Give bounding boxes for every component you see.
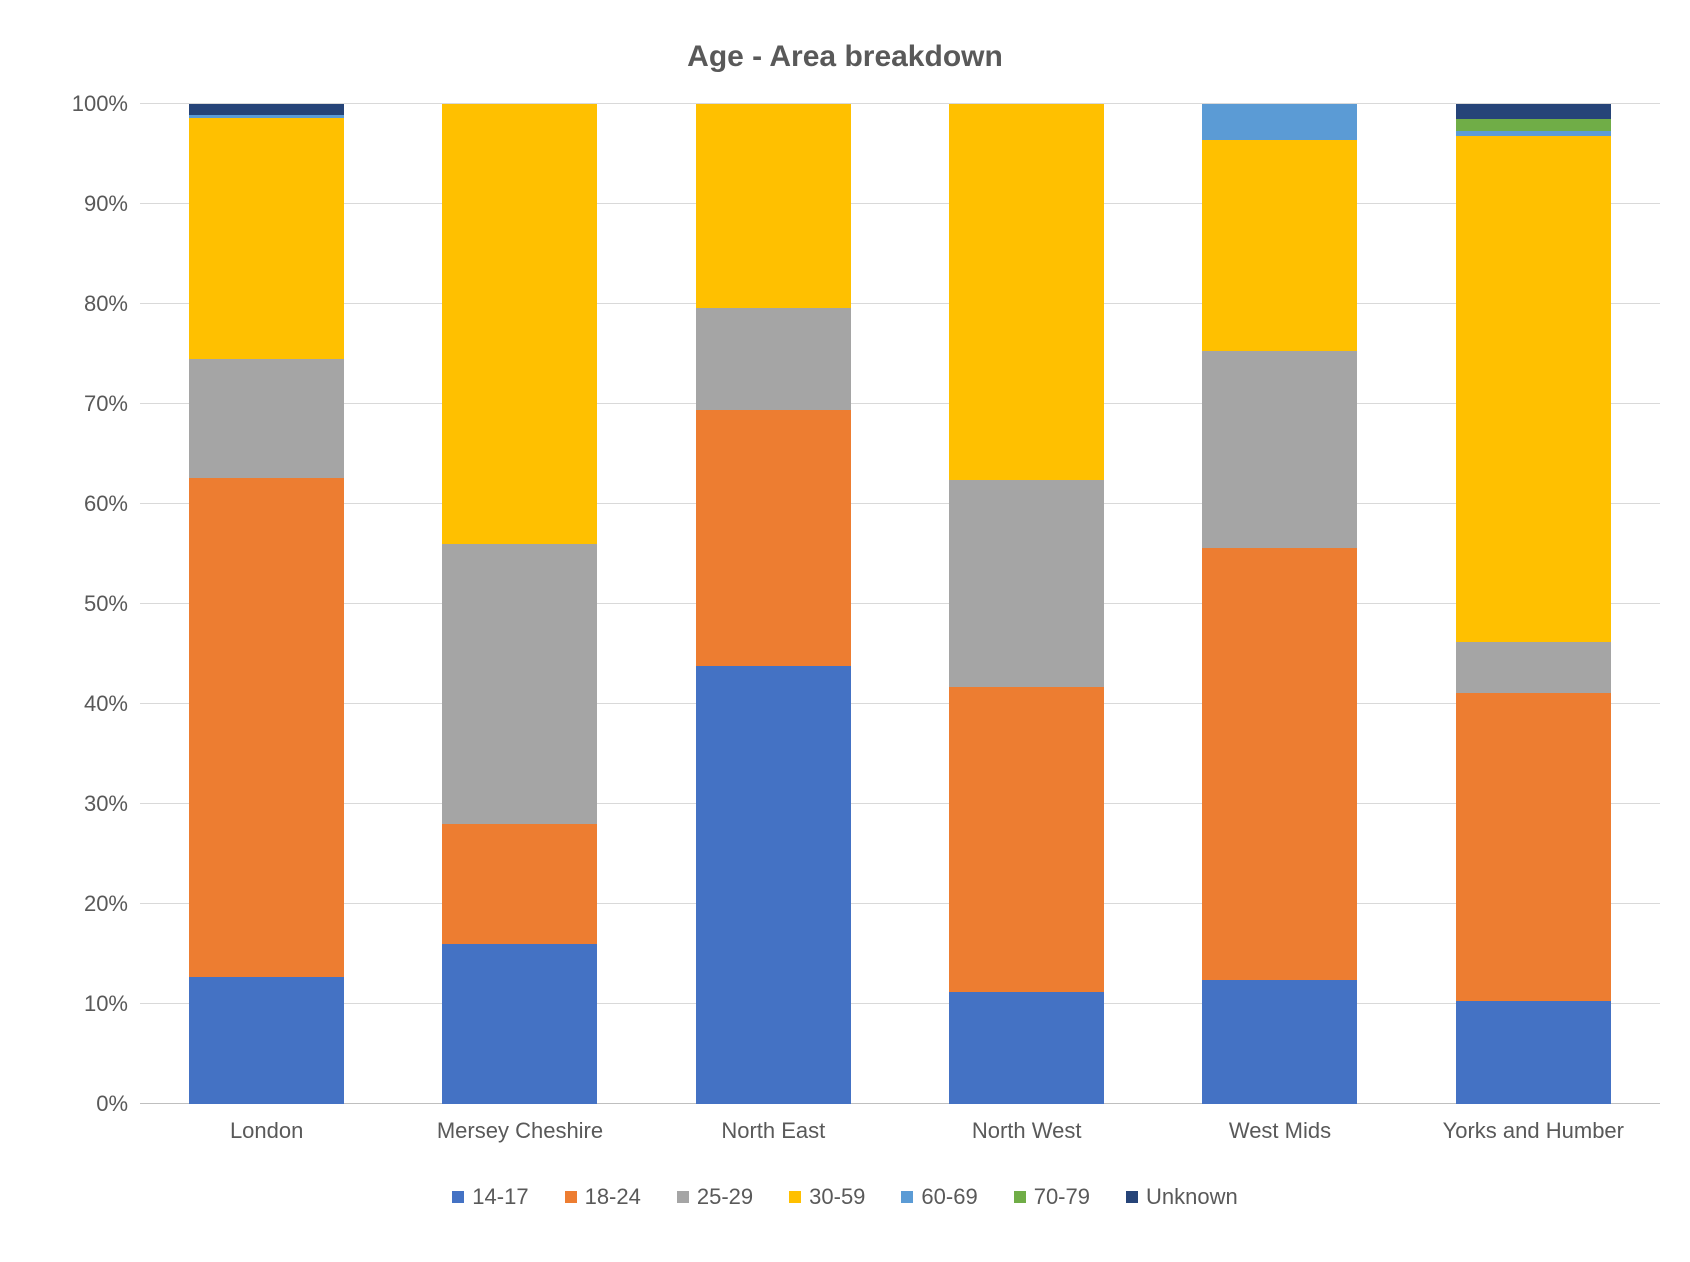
- chart-title: Age - Area breakdown: [40, 40, 1650, 74]
- bars-container: London Mersey Cheshire North East North Wes…: [140, 104, 1660, 1104]
- bar-segment-25-29: [1202, 351, 1357, 548]
- chart-container: Age - Area breakdown 0%10%20%30%40%50%60…: [0, 0, 1690, 1262]
- legend-item: 18-24: [565, 1184, 641, 1210]
- bar-slot: North East: [696, 104, 851, 1104]
- bar-segment-14-17: [1202, 980, 1357, 1104]
- x-tick-label: West Mids: [1150, 1104, 1410, 1144]
- y-tick-label: 50%: [84, 591, 140, 617]
- legend-label: Unknown: [1146, 1184, 1238, 1210]
- bar-slot: London: [189, 104, 344, 1104]
- y-tick-label: 10%: [84, 991, 140, 1017]
- bar-segment-14-17: [949, 992, 1104, 1104]
- y-tick-label: 40%: [84, 691, 140, 717]
- bar-segment-30-59: [1202, 140, 1357, 351]
- bar-segment-14-17: [1456, 1001, 1611, 1104]
- legend: 14-17 18-24 25-29 30-59 60-69 70-79 Unknown: [40, 1184, 1650, 1210]
- y-tick-label: 60%: [84, 491, 140, 517]
- bar-segment-25-29: [442, 544, 597, 824]
- plot-area: 0%10%20%30%40%50%60%70%80%90%100% London…: [140, 104, 1660, 1104]
- bar-segment-18-24: [696, 410, 851, 666]
- stacked-bar: [1456, 104, 1611, 1104]
- legend-label: 18-24: [585, 1184, 641, 1210]
- stacked-bar: [189, 104, 344, 1104]
- bar-segment-60-69: [1202, 104, 1357, 140]
- bar-segment-30-59: [442, 104, 597, 544]
- bar-segment-18-24: [1202, 548, 1357, 980]
- stacked-bar: [1202, 104, 1357, 1104]
- stacked-bar: [949, 104, 1104, 1104]
- legend-label: 14-17: [472, 1184, 528, 1210]
- legend-swatch: [901, 1191, 913, 1203]
- y-tick-label: 70%: [84, 391, 140, 417]
- stacked-bar: [696, 104, 851, 1104]
- legend-item: 14-17: [452, 1184, 528, 1210]
- bar-segment-25-29: [1456, 642, 1611, 693]
- y-tick-label: 90%: [84, 191, 140, 217]
- legend-item: 25-29: [677, 1184, 753, 1210]
- bar-segment-30-59: [949, 104, 1104, 480]
- legend-swatch: [1014, 1191, 1026, 1203]
- legend-swatch: [677, 1191, 689, 1203]
- legend-swatch: [452, 1191, 464, 1203]
- bar-slot: West Mids: [1202, 104, 1357, 1104]
- bar-segment-18-24: [442, 824, 597, 944]
- legend-item: Unknown: [1126, 1184, 1238, 1210]
- y-tick-label: 30%: [84, 791, 140, 817]
- bar-segment-25-29: [189, 359, 344, 478]
- x-tick-label: London: [137, 1104, 397, 1144]
- y-tick-label: 80%: [84, 291, 140, 317]
- bar-segment-unknown: [1456, 104, 1611, 119]
- legend-label: 30-59: [809, 1184, 865, 1210]
- bar-segment-18-24: [949, 687, 1104, 992]
- bar-segment-70-79: [1456, 119, 1611, 131]
- legend-swatch: [789, 1191, 801, 1203]
- legend-item: 30-59: [789, 1184, 865, 1210]
- legend-label: 25-29: [697, 1184, 753, 1210]
- bar-segment-unknown: [189, 104, 344, 115]
- legend-swatch: [1126, 1191, 1138, 1203]
- bar-segment-30-59: [696, 104, 851, 308]
- bar-segment-25-29: [696, 308, 851, 410]
- stacked-bar: [442, 104, 597, 1104]
- bar-slot: North West: [949, 104, 1104, 1104]
- x-tick-label: Yorks and Humber: [1403, 1104, 1663, 1144]
- x-tick-label: Mersey Cheshire: [390, 1104, 650, 1144]
- y-tick-label: 0%: [96, 1091, 140, 1117]
- bar-segment-18-24: [189, 478, 344, 977]
- bar-segment-14-17: [442, 944, 597, 1104]
- legend-label: 70-79: [1034, 1184, 1090, 1210]
- legend-swatch: [565, 1191, 577, 1203]
- bar-segment-30-59: [189, 118, 344, 359]
- x-tick-label: North West: [897, 1104, 1157, 1144]
- bar-segment-25-29: [949, 480, 1104, 687]
- y-tick-label: 20%: [84, 891, 140, 917]
- y-tick-label: 100%: [72, 91, 140, 117]
- bar-segment-14-17: [696, 666, 851, 1104]
- legend-item: 60-69: [901, 1184, 977, 1210]
- bar-slot: Yorks and Humber: [1456, 104, 1611, 1104]
- bar-segment-14-17: [189, 977, 344, 1104]
- bar-segment-30-59: [1456, 136, 1611, 642]
- bar-slot: Mersey Cheshire: [442, 104, 597, 1104]
- x-tick-label: North East: [643, 1104, 903, 1144]
- legend-item: 70-79: [1014, 1184, 1090, 1210]
- legend-label: 60-69: [921, 1184, 977, 1210]
- bar-segment-18-24: [1456, 693, 1611, 1001]
